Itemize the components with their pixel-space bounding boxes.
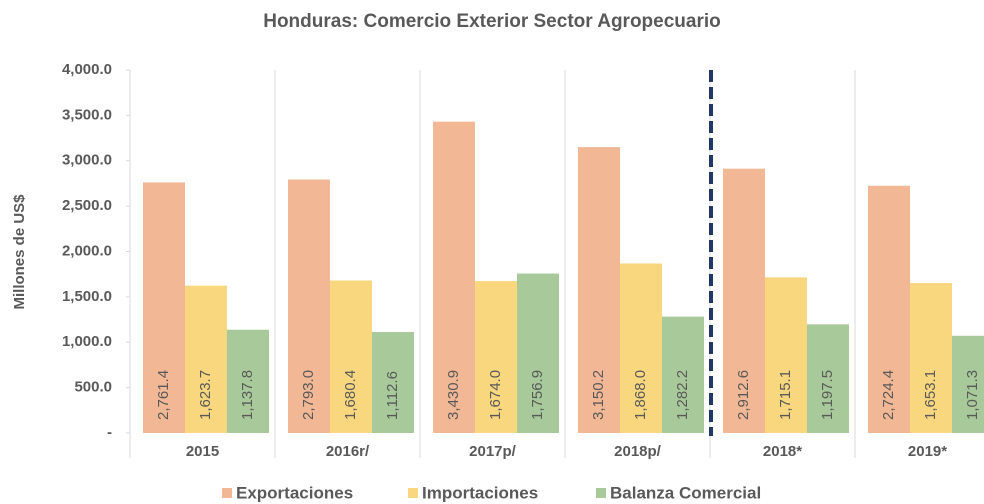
value-label: 2,761.4: [155, 370, 172, 420]
value-label: 1,868.0: [632, 370, 649, 420]
legend-label: Balanza Comercial: [610, 483, 761, 502]
legend-label: Importaciones: [422, 483, 538, 502]
bar: [372, 332, 414, 433]
value-label: 2,793.0: [300, 370, 317, 420]
x-tick-label: 2018*: [763, 443, 802, 460]
bar: [288, 179, 330, 433]
bar: [185, 285, 227, 433]
y-tick-label: -: [107, 424, 112, 441]
value-label: 1,756.9: [529, 370, 546, 420]
bar: [517, 273, 559, 433]
x-tick-label: 2018p/: [614, 443, 662, 460]
y-tick-label: 1,000.0: [62, 333, 112, 350]
legend-label: Exportaciones: [236, 483, 353, 502]
x-tick-label: 2016r/: [326, 443, 370, 460]
legend-swatch: [408, 488, 418, 498]
x-tick-label: 2017p/: [469, 443, 517, 460]
legend-swatch: [596, 488, 606, 498]
value-label: 2,724.4: [880, 370, 897, 420]
y-tick-label: 3,000.0: [62, 152, 112, 169]
value-label: 1,715.1: [777, 370, 794, 420]
x-tick-label: 2019*: [908, 443, 947, 460]
value-label: 1,623.7: [197, 370, 214, 420]
value-label: 1,197.5: [819, 370, 836, 420]
value-label: 1,653.1: [922, 370, 939, 420]
value-label: 1,137.8: [239, 370, 256, 420]
bar: [952, 335, 984, 433]
value-label: 1,680.4: [342, 370, 359, 420]
bar: [662, 316, 704, 433]
y-tick-label: 2,000.0: [62, 242, 112, 259]
bar: [868, 185, 910, 433]
y-tick-label: 4,000.0: [62, 61, 112, 78]
y-tick-label: 2,500.0: [62, 197, 112, 214]
value-label: 1,674.0: [487, 370, 504, 420]
bar: [475, 281, 517, 433]
value-label: 3,430.9: [445, 370, 462, 420]
bar: [330, 280, 372, 433]
bar: [143, 182, 185, 433]
value-label: 1,282.2: [674, 370, 691, 420]
y-axis-title: Millones de US$: [11, 194, 28, 310]
chart-title: Honduras: Comercio Exterior Sector Agrop…: [263, 11, 721, 32]
value-label: 2,912.6: [735, 370, 752, 420]
bar: [723, 168, 765, 433]
bar: [620, 263, 662, 433]
value-label: 3,150.2: [590, 370, 607, 420]
y-tick-label: 1,500.0: [62, 288, 112, 305]
bar: [227, 329, 269, 433]
bar: [765, 277, 807, 433]
bar: [578, 147, 620, 433]
y-tick-label: 3,500.0: [62, 106, 112, 123]
x-tick-label: 2015: [186, 443, 219, 460]
value-label: 1,071.3: [964, 370, 981, 420]
value-label: 1,112.6: [384, 371, 401, 420]
bar: [433, 121, 475, 434]
bar: [807, 324, 849, 433]
bar: [910, 282, 952, 433]
legend-swatch: [222, 488, 232, 498]
y-tick-label: 500.0: [74, 379, 112, 396]
